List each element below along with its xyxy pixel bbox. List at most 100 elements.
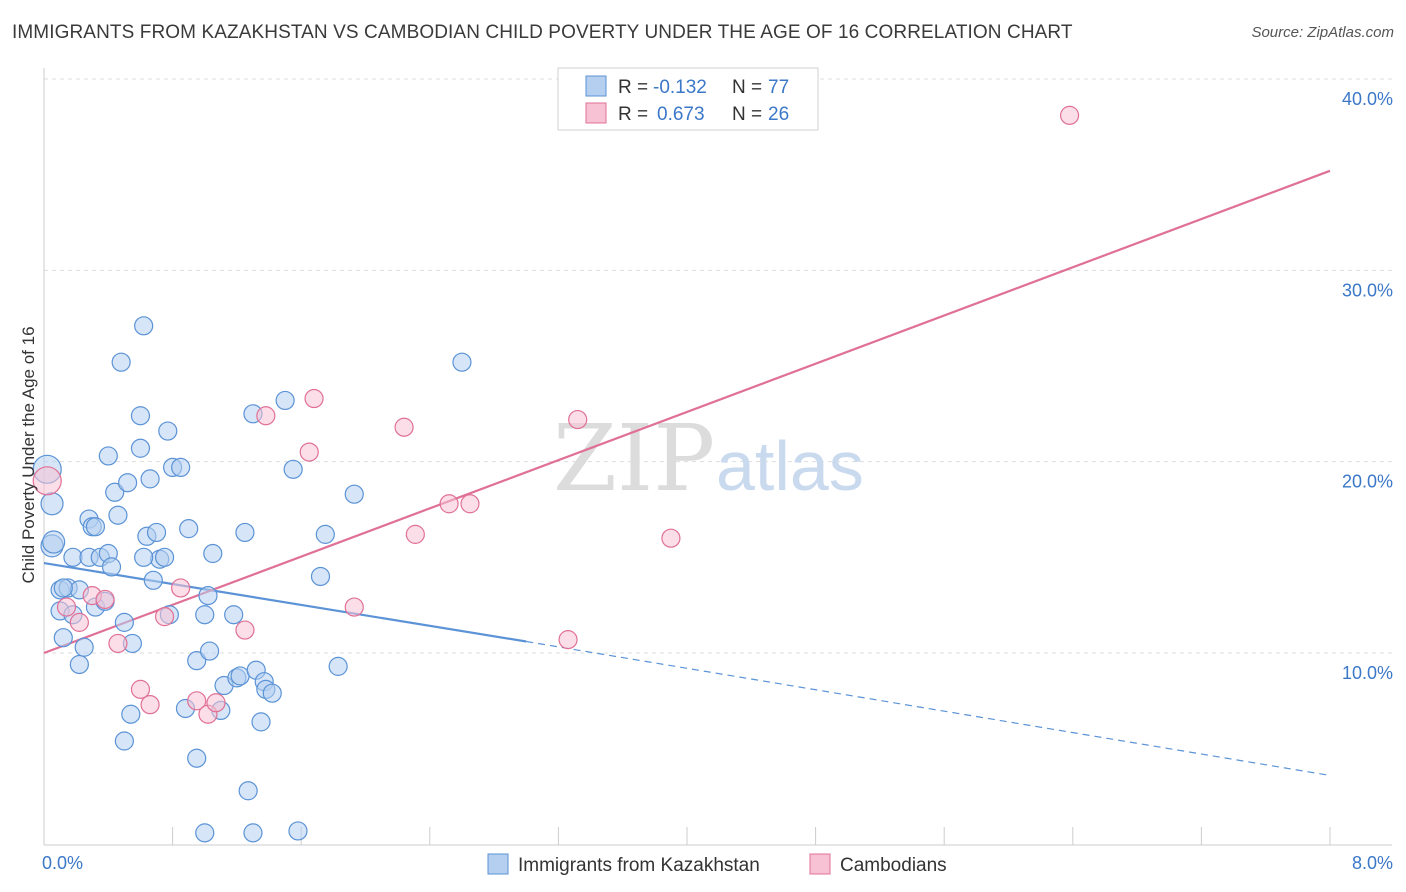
point-cambodians — [568, 409, 588, 430]
point-kazakhstan — [53, 628, 73, 648]
point-cambodians — [304, 388, 324, 409]
point-kazakhstan — [69, 654, 89, 675]
point-cambodians — [405, 524, 425, 544]
point-kazakhstan — [251, 712, 271, 732]
data-points — [32, 105, 1080, 843]
point-kazakhstan — [203, 543, 223, 564]
y-tick-label: 30.0% — [1342, 280, 1393, 300]
legend-swatch-blue — [585, 75, 607, 97]
point-cambodians — [56, 597, 77, 617]
point-cambodians — [69, 612, 89, 632]
point-kazakhstan — [315, 524, 335, 544]
point-cambodians — [460, 494, 480, 514]
point-kazakhstan — [130, 406, 151, 426]
point-cambodians — [154, 607, 175, 627]
point-kazakhstan — [235, 522, 255, 543]
point-kazakhstan — [452, 352, 472, 372]
legend-n-label-1: N = — [732, 77, 762, 98]
bottom-legend-label-2: Cambodians — [840, 855, 947, 876]
point-kazakhstan — [105, 482, 125, 502]
point-kazakhstan — [262, 683, 282, 703]
y-tick-label: 40.0% — [1342, 89, 1393, 109]
trend-line-cambodians — [43, 169, 1331, 655]
point-cambodians — [171, 578, 191, 598]
point-cambodians — [187, 691, 207, 711]
point-kazakhstan — [101, 557, 122, 577]
point-cambodians — [1059, 105, 1080, 125]
point-kazakhstan — [53, 578, 73, 598]
trend-lines — [43, 169, 1331, 777]
bottom-legend-label-1: Immigrants from Kazakhstan — [518, 855, 760, 876]
legend-r-value-1: -0.132 — [653, 77, 707, 98]
legend-swatch-pink — [585, 102, 607, 124]
trend-line-dashed-extension — [526, 640, 1331, 777]
point-kazakhstan — [344, 484, 364, 504]
bottom-legend: Immigrants from Kazakhstan Cambodians — [487, 853, 947, 876]
point-kazakhstan — [42, 530, 66, 554]
y-tick-label: 20.0% — [1342, 472, 1393, 492]
point-kazakhstan — [121, 704, 141, 724]
point-kazakhstan — [134, 547, 154, 567]
point-cambodians — [558, 630, 578, 650]
chart-title: IMMIGRANTS FROM KAZAKHSTAN VS CAMBODIAN … — [12, 22, 1073, 43]
point-kazakhstan — [98, 446, 118, 466]
point-kazakhstan — [275, 390, 295, 411]
point-kazakhstan — [130, 438, 151, 458]
point-kazakhstan — [243, 823, 263, 843]
legend-n-value-2: 26 — [768, 104, 789, 125]
point-cambodians — [140, 695, 160, 715]
point-kazakhstan — [146, 522, 167, 543]
point-cambodians — [206, 693, 226, 713]
point-kazakhstan — [108, 505, 128, 525]
point-kazakhstan — [199, 641, 220, 661]
point-kazakhstan — [328, 656, 348, 676]
point-kazakhstan — [85, 517, 106, 537]
point-cambodians — [439, 494, 459, 514]
point-kazakhstan — [158, 421, 178, 441]
point-kazakhstan — [187, 748, 207, 768]
point-kazakhstan — [224, 605, 244, 625]
point-kazakhstan — [195, 605, 215, 625]
point-kazakhstan — [74, 637, 94, 657]
point-cambodians — [95, 589, 115, 610]
point-kazakhstan — [117, 473, 138, 493]
legend-r-label-2: R = — [618, 104, 648, 125]
point-cambodians — [108, 633, 128, 654]
point-cambodians — [394, 417, 414, 437]
point-kazakhstan — [114, 612, 134, 632]
point-kazakhstan — [198, 585, 218, 606]
point-kazakhstan — [114, 731, 134, 751]
trend-line-kazakhstan — [43, 561, 527, 643]
x-tick-labels: 0.0% 8.0% — [42, 853, 1393, 873]
point-kazakhstan — [40, 492, 64, 516]
y-tick-label: 10.0% — [1342, 663, 1393, 683]
point-kazakhstan — [230, 666, 250, 686]
legend-r-label-1: R = — [618, 77, 648, 98]
point-kazakhstan — [154, 547, 175, 567]
point-kazakhstan — [171, 457, 191, 478]
point-cambodians — [344, 597, 364, 617]
watermark-atlas: atlas — [716, 427, 864, 505]
bottom-legend-swatch-pink — [809, 853, 831, 875]
point-cambodians — [661, 528, 681, 548]
point-kazakhstan — [288, 821, 308, 841]
bottom-legend-swatch-blue — [487, 853, 509, 875]
x-tick-label: 0.0% — [42, 853, 83, 873]
gridlines — [44, 78, 1392, 654]
legend-r-value-2: 0.673 — [657, 104, 705, 125]
point-cambodians — [256, 406, 276, 426]
point-cambodians — [130, 679, 151, 699]
point-kazakhstan — [140, 469, 160, 489]
y-axis-label: Child Poverty Under the Age of 16 — [19, 326, 38, 583]
point-kazakhstan — [187, 651, 207, 671]
point-kazakhstan — [134, 316, 154, 336]
point-kazakhstan — [179, 519, 199, 539]
point-cambodians — [299, 442, 319, 462]
legend-n-value-1: 77 — [768, 77, 789, 98]
legend-n-label-2: N = — [732, 104, 762, 125]
point-kazakhstan — [63, 547, 83, 567]
point-kazakhstan — [111, 352, 131, 372]
point-kazakhstan — [283, 459, 303, 479]
point-kazakhstan — [195, 823, 215, 843]
